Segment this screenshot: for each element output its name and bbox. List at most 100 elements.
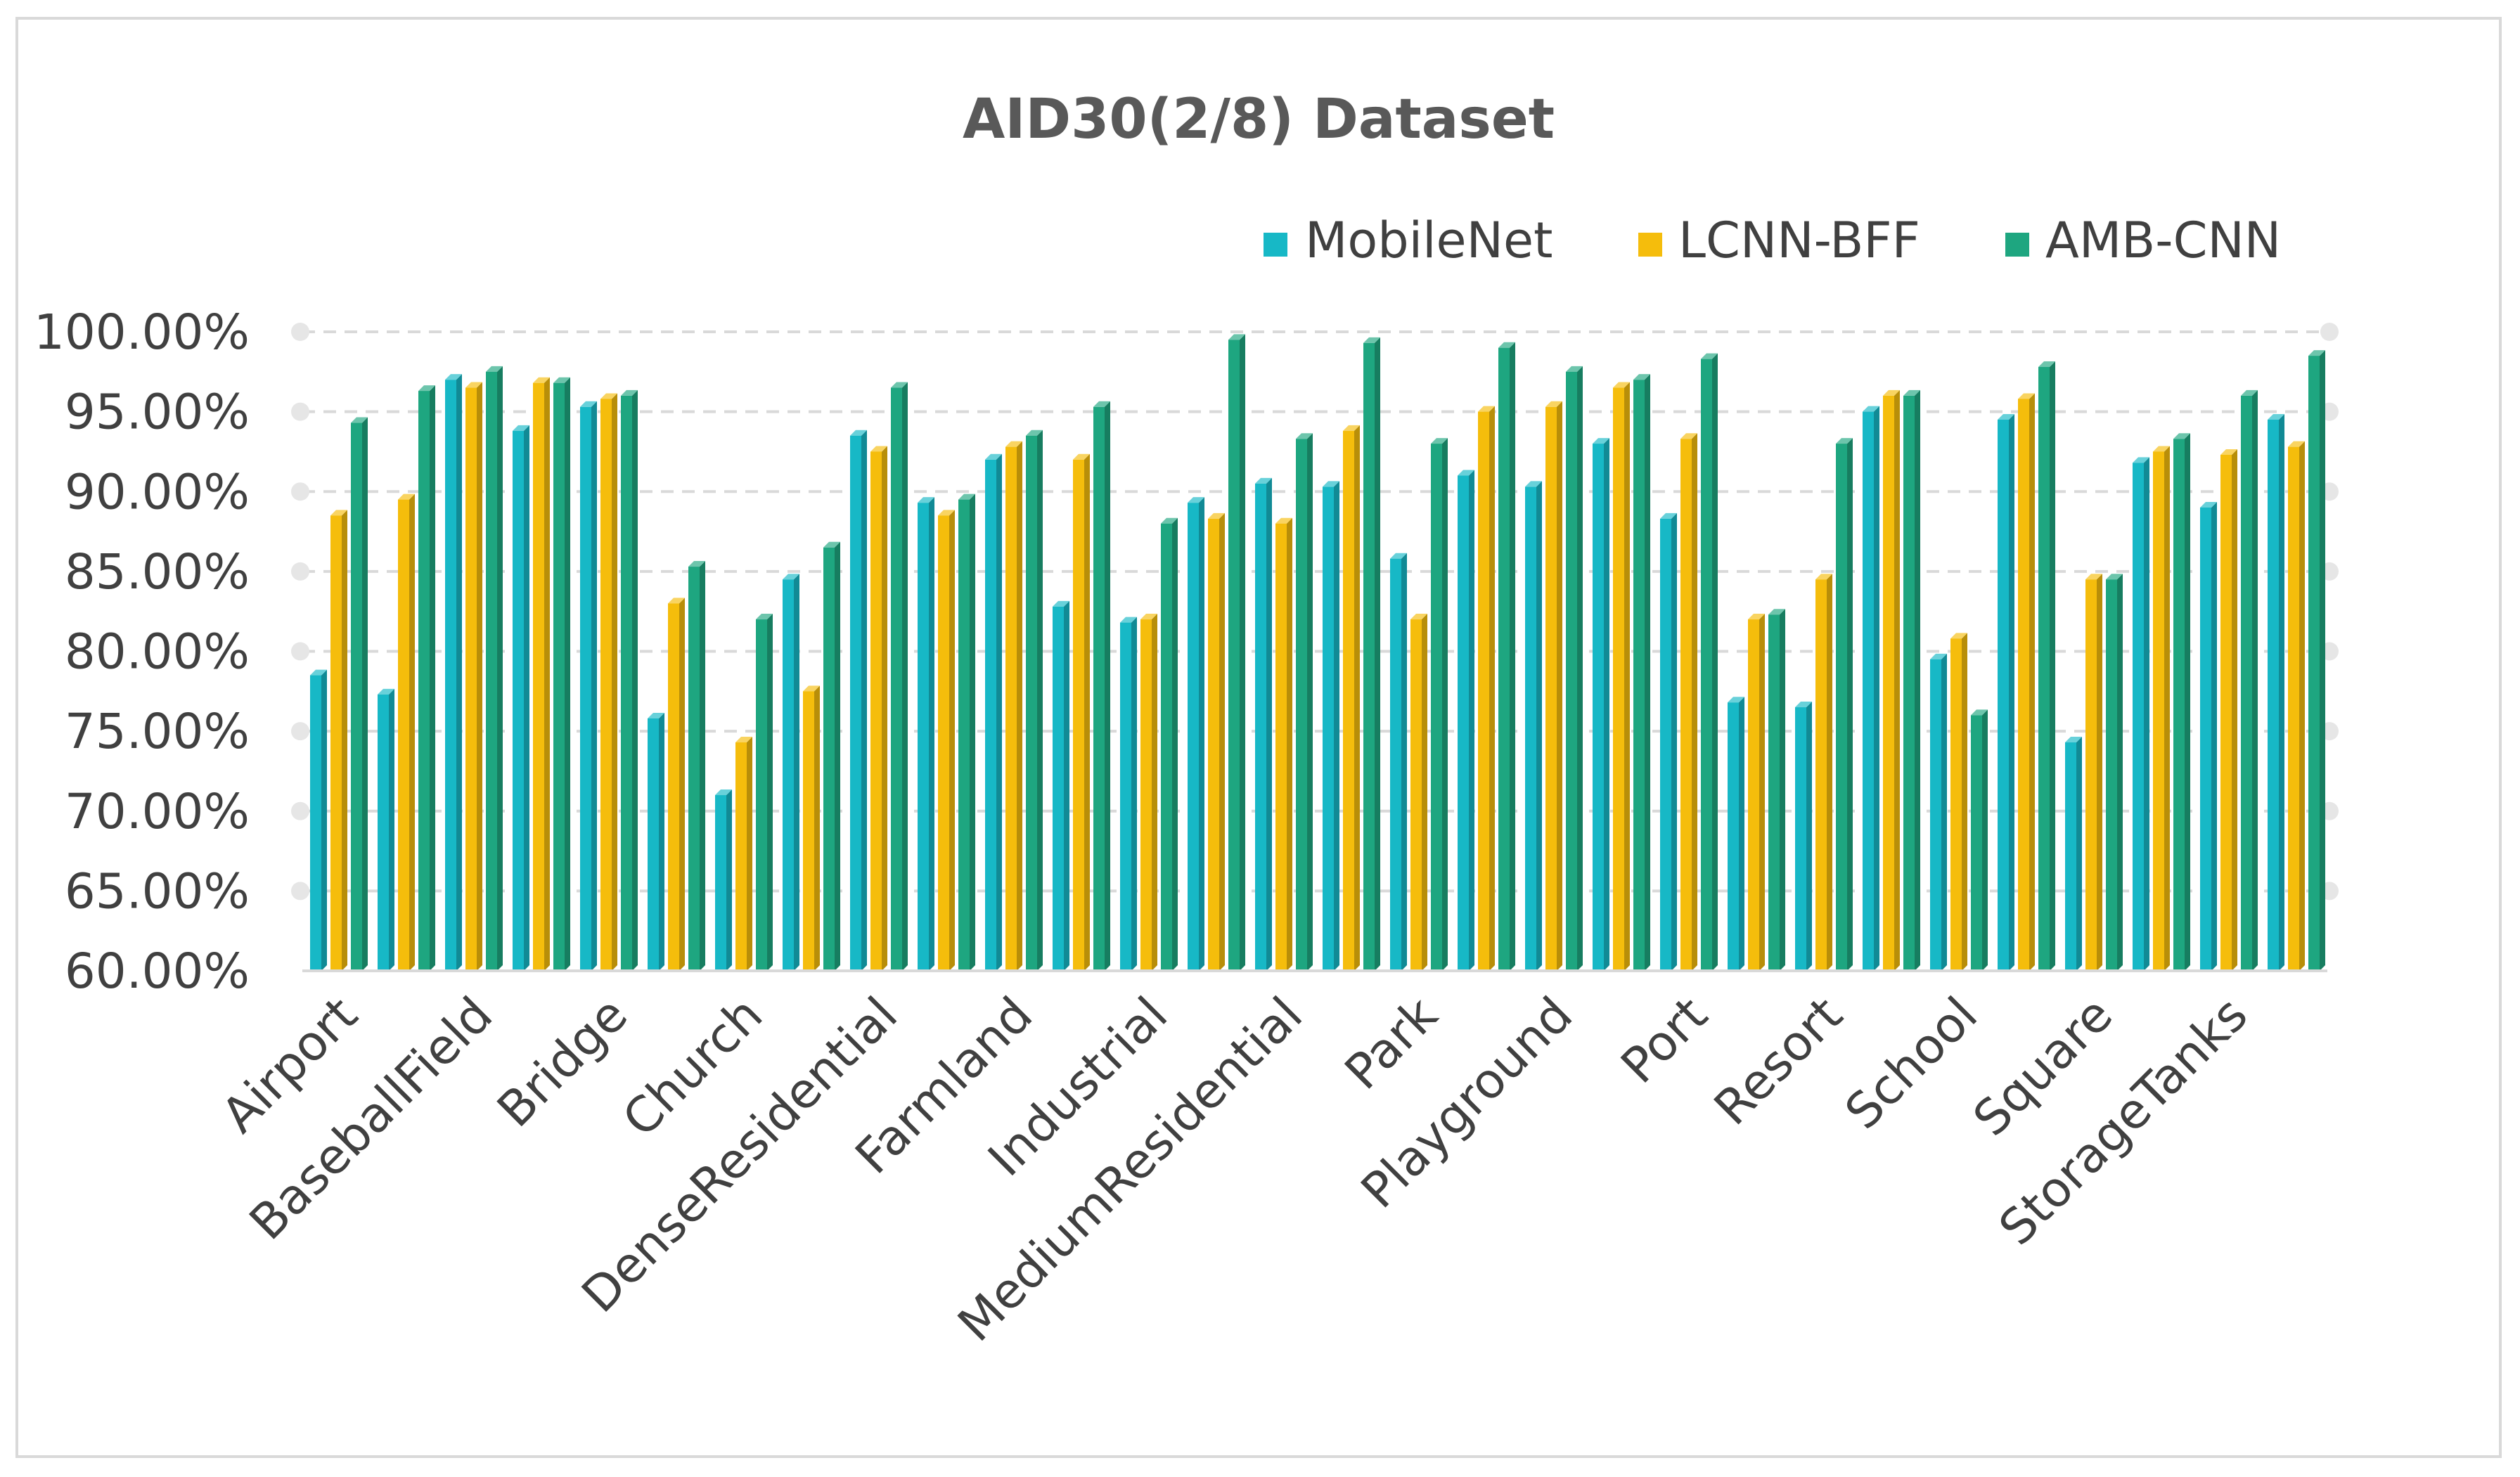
gridline-end-marker — [291, 642, 309, 661]
legend-label-lcnn-bff: LCNN-BFF — [1678, 212, 1920, 269]
bar-amb-cnn-center — [688, 561, 705, 971]
bar-mobilenet-bareland — [378, 688, 394, 971]
bar-group-center — [648, 561, 705, 971]
bar-mobilenet-meadow — [1188, 497, 1204, 971]
bar-mobilenet-beach — [513, 425, 529, 971]
bar-mobilenet-sparseresidential — [1998, 413, 2014, 971]
bar-mobilenet-school — [1930, 653, 1947, 971]
bar-group-school — [1930, 633, 1988, 971]
bar-lcnn-bff-industrial — [1140, 614, 1157, 971]
bar-amb-cnn-river — [1903, 389, 1920, 971]
bar-lcnn-bff-square — [2085, 574, 2102, 971]
bar-group-storagetanks — [2200, 389, 2258, 971]
bar-amb-cnn-storagetanks — [2241, 389, 2258, 971]
x-tick-label: BaseballField — [239, 986, 503, 1251]
bar-group-port — [1660, 353, 1718, 971]
bar-group-parking — [1458, 342, 1515, 972]
gridline-end-marker — [291, 562, 309, 581]
bar-lcnn-bff-church — [735, 737, 752, 971]
gridline-end-marker — [291, 482, 309, 501]
x-tick-label: Park — [1335, 986, 1448, 1100]
bar-mobilenet-pond — [1593, 438, 1609, 971]
bar-group-stadium — [2133, 433, 2190, 971]
y-tick-label: 100.00% — [34, 304, 250, 361]
bar-lcnn-bff-playground — [1545, 401, 1562, 971]
y-tick-label: 75.00% — [65, 704, 250, 760]
bar-group-commercial — [783, 541, 840, 971]
bar-group-viaduct — [2268, 350, 2325, 971]
bar-group-farmland — [985, 430, 1043, 971]
bar-amb-cnn-park — [1431, 438, 1448, 971]
bar-lcnn-bff-mountain — [1343, 425, 1360, 971]
bar-lcnn-bff-meadow — [1208, 512, 1225, 971]
bar-mobilenet-desert — [918, 497, 934, 971]
bar-group-park — [1390, 438, 1448, 971]
bar-mobilenet-industrial — [1120, 617, 1137, 971]
bar-lcnn-bff-forest — [1073, 453, 1090, 971]
bar-group-bareland — [378, 385, 435, 971]
bar-lcnn-bff-desert — [938, 510, 955, 971]
legend-swatch-amb-cnn — [2005, 233, 2029, 257]
bar-mobilenet-resort — [1795, 702, 1812, 971]
bar-amb-cnn-mountain — [1363, 337, 1380, 972]
x-axis-labels: AirportBaseballFieldBridgeChurchDenseRes… — [211, 986, 2258, 1352]
bar-lcnn-bff-baseballfield — [465, 382, 482, 971]
y-tick-label: 70.00% — [65, 784, 250, 840]
bar-mobilenet-forest — [1053, 600, 1069, 971]
bar-lcnn-bff-school — [1950, 633, 1967, 971]
bar-lcnn-bff-railwaystation — [1748, 614, 1765, 971]
bar-amb-cnn-port — [1701, 353, 1718, 971]
bar-mobilenet-park — [1390, 553, 1407, 971]
bar-amb-cnn-viaduct — [2308, 350, 2325, 971]
bar-mobilenet-playground — [1525, 481, 1542, 971]
bar-lcnn-bff-beach — [533, 377, 550, 971]
bar-group-airport — [310, 417, 368, 971]
x-tick-label: School — [1834, 986, 1988, 1140]
bar-lcnn-bff-stadium — [2153, 446, 2170, 971]
bar-mobilenet-railwaystation — [1728, 697, 1744, 971]
bar-amb-cnn-railwaystation — [1768, 609, 1785, 971]
bar-group-playground — [1525, 366, 1583, 971]
bar-amb-cnn-resort — [1836, 438, 1853, 971]
bar-mobilenet-denseresidential — [850, 430, 867, 971]
bar-amb-cnn-forest — [1093, 401, 1110, 971]
legend-swatch-lcnn-bff — [1638, 233, 1662, 257]
bar-mobilenet-port — [1660, 512, 1677, 971]
bar-group-pond — [1593, 374, 1650, 971]
bar-amb-cnn-meadow — [1228, 334, 1245, 971]
bar-group-forest — [1053, 401, 1110, 971]
x-tick-label: Port — [1611, 986, 1718, 1094]
bar-amb-cnn-farmland — [1026, 430, 1043, 971]
bar-lcnn-bff-parking — [1478, 406, 1495, 971]
bar-mobilenet-river — [1863, 406, 1879, 971]
bar-amb-cnn-church — [756, 614, 773, 971]
chart-title: AID30(2/8) Dataset — [963, 88, 1555, 151]
bar-mobilenet-baseballfield — [445, 374, 462, 971]
bar-amb-cnn-mediumresidential — [1296, 433, 1313, 971]
gridline-end-marker — [291, 323, 309, 341]
bar-mobilenet-square — [2065, 737, 2082, 971]
legend-label-mobilenet: MobileNet — [1305, 212, 1553, 269]
x-tick-label: StorageTanks — [1988, 986, 2258, 1256]
bar-lcnn-bff-park — [1410, 614, 1427, 971]
bar-lcnn-bff-farmland — [1005, 441, 1022, 971]
bar-amb-cnn-stadium — [2173, 433, 2190, 971]
bar-group-denseresidential — [850, 382, 908, 971]
bar-amb-cnn-sparseresidential — [2038, 361, 2055, 971]
bar-mobilenet-airport — [310, 669, 327, 971]
bar-amb-cnn-baseballfield — [486, 366, 503, 971]
bar-lcnn-bff-port — [1680, 433, 1697, 971]
bar-lcnn-bff-bareland — [398, 494, 415, 971]
bar-lcnn-bff-resort — [1815, 574, 1832, 971]
bar-lcnn-bff-sparseresidential — [2018, 393, 2035, 971]
bar-lcnn-bff-denseresidential — [870, 446, 887, 971]
bar-amb-cnn-bareland — [418, 385, 435, 971]
bar-mobilenet-parking — [1458, 470, 1474, 971]
bar-amb-cnn-denseresidential — [891, 382, 908, 971]
bar-group-railwaystation — [1728, 609, 1785, 971]
bar-group-industrial — [1120, 517, 1178, 971]
legend-label-amb-cnn: AMB-CNN — [2045, 212, 2281, 269]
bar-mobilenet-farmland — [985, 453, 1002, 971]
bar-group-meadow — [1188, 334, 1245, 971]
bar-amb-cnn-industrial — [1161, 517, 1178, 971]
